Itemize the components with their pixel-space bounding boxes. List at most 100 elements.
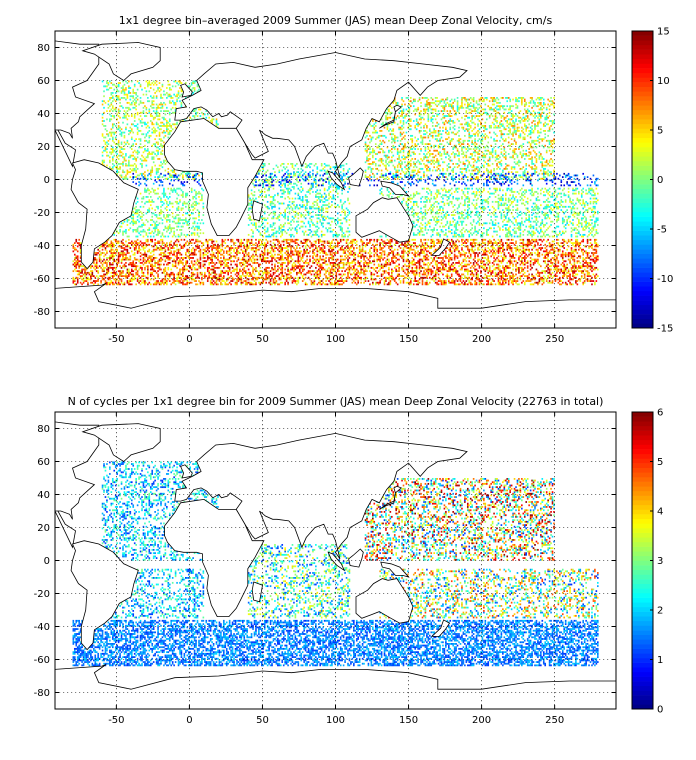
data-cell	[478, 265, 481, 268]
data-cell	[120, 270, 123, 273]
data-cell	[582, 270, 585, 273]
data-cell	[556, 238, 558, 241]
data-cell	[410, 280, 412, 282]
data-cell	[383, 240, 386, 243]
data-cell	[522, 242, 525, 244]
data-cell	[230, 248, 232, 251]
data-cell	[126, 171, 129, 174]
data-cell	[296, 271, 298, 274]
data-cell	[402, 270, 405, 273]
data-cell	[434, 278, 437, 281]
data-cell	[296, 253, 298, 256]
data-cell	[483, 257, 485, 259]
data-cell	[529, 240, 532, 243]
data-cell	[507, 247, 510, 249]
data-cell	[455, 243, 457, 246]
data-cell	[122, 238, 124, 241]
data-cell	[538, 255, 541, 258]
data-cell	[338, 280, 341, 282]
data-cell	[319, 263, 322, 266]
data-cell	[135, 169, 137, 172]
data-cell	[344, 252, 346, 254]
data-cell	[104, 281, 107, 284]
data-cell	[523, 266, 526, 269]
data-cell	[116, 167, 118, 170]
data-cell	[399, 243, 402, 246]
data-cell	[338, 278, 341, 281]
data-cell	[341, 258, 343, 261]
data-cell	[233, 278, 235, 281]
data-cell	[255, 238, 257, 241]
data-cell	[328, 242, 330, 244]
data-cell	[94, 253, 97, 256]
data-cell	[135, 125, 137, 127]
data-cell	[95, 263, 98, 266]
data-cell	[111, 266, 114, 269]
data-cell	[564, 253, 567, 256]
data-cell	[423, 238, 425, 241]
data-cell	[512, 281, 514, 284]
data-cell	[515, 253, 517, 256]
data-cell	[246, 253, 248, 256]
data-cell	[500, 278, 503, 281]
data-cell	[122, 87, 124, 89]
data-cell	[313, 281, 316, 284]
data-cell	[586, 275, 589, 277]
data-cell	[414, 275, 416, 277]
data-cell	[110, 275, 113, 277]
data-cell	[415, 270, 418, 273]
data-cell	[193, 266, 196, 269]
data-cell	[336, 243, 339, 246]
data-cell	[198, 276, 200, 279]
data-cell	[354, 253, 357, 256]
data-cell	[129, 255, 132, 258]
data-cell	[109, 159, 111, 162]
data-cell	[126, 252, 129, 254]
data-cell	[426, 281, 428, 284]
data-cell	[361, 255, 364, 258]
data-cell	[353, 271, 355, 274]
data-cell	[160, 280, 162, 282]
data-cell	[465, 265, 468, 268]
data-cell	[211, 278, 213, 281]
data-cell	[263, 271, 266, 274]
data-cell	[323, 262, 326, 264]
data-cell	[75, 270, 78, 273]
data-cell	[461, 266, 463, 269]
data-cell	[294, 268, 297, 271]
data-cell	[198, 245, 200, 248]
data-cell	[110, 240, 113, 243]
data-cell	[414, 250, 416, 253]
data-cell	[225, 270, 228, 273]
data-cell	[227, 262, 229, 264]
data-cell	[278, 273, 281, 276]
data-cell	[488, 252, 491, 254]
data-cell	[263, 260, 266, 263]
data-cell	[260, 250, 263, 253]
data-cell	[328, 271, 330, 274]
data-cell	[274, 268, 276, 271]
data-cell	[573, 263, 576, 266]
data-cell	[122, 242, 124, 244]
data-cell	[142, 258, 145, 261]
data-cell	[392, 253, 395, 256]
data-cell	[434, 276, 437, 279]
data-cell	[503, 252, 506, 254]
data-cell	[81, 271, 83, 274]
data-cell	[372, 266, 374, 269]
data-cell	[389, 283, 392, 286]
data-cell	[450, 238, 453, 241]
data-cell	[345, 238, 348, 241]
data-cell	[499, 245, 501, 248]
data-cell	[117, 85, 120, 88]
data-cell	[496, 263, 498, 266]
data-cell	[101, 120, 104, 122]
data-cell	[145, 238, 148, 241]
data-cell	[91, 265, 94, 268]
data-cell	[116, 242, 118, 244]
data-cell	[227, 273, 229, 276]
data-cell	[389, 281, 392, 284]
data-cell	[411, 271, 414, 274]
data-cell	[595, 280, 598, 282]
data-cell	[132, 123, 135, 126]
